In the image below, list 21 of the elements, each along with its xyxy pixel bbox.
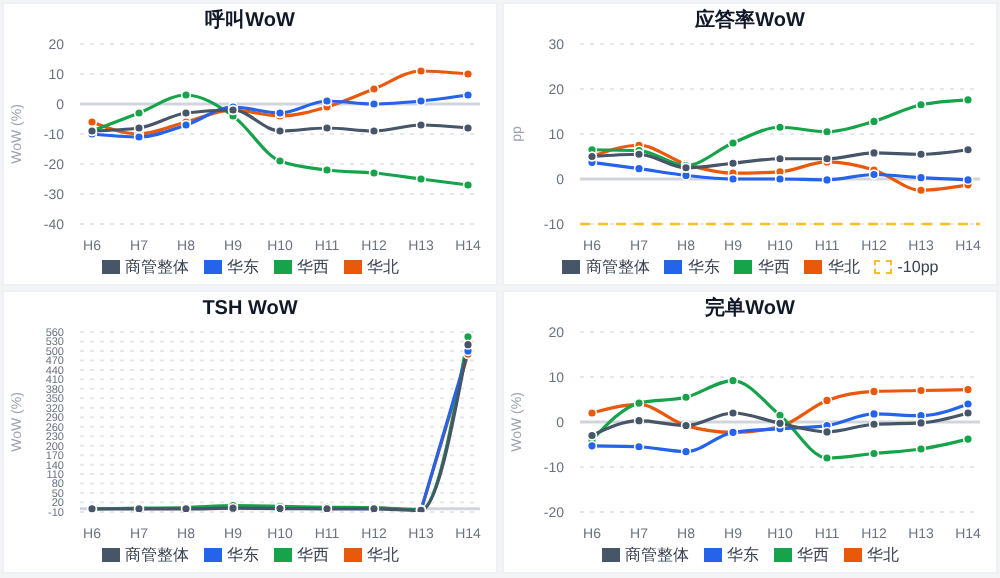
legend-label: 商管整体	[125, 255, 189, 277]
legend-label: 华北	[367, 543, 399, 565]
chart-title: TSH WoW	[200, 296, 300, 324]
legend-label: 商管整体	[625, 543, 689, 565]
legend-label: 华东	[727, 543, 759, 565]
legend-label: 华北	[867, 543, 899, 565]
legend-label: 华东	[227, 543, 259, 565]
chart-title: 应答率WoW	[693, 8, 807, 36]
legend-label: -10pp	[897, 257, 939, 275]
legend-label: 华西	[297, 255, 329, 277]
legend-label: 华东	[687, 255, 720, 277]
legend-label: 华西	[297, 543, 329, 565]
legend-label: 华北	[367, 255, 399, 277]
legend-label: 商管整体	[125, 543, 189, 565]
chart-title: 完单WoW	[703, 296, 797, 324]
legend-label: 华北	[827, 255, 860, 277]
legend-label: 华西	[757, 255, 790, 277]
legend-label: 商管整体	[585, 255, 650, 277]
legend-label: 华东	[227, 255, 259, 277]
chart-title: 呼叫WoW	[203, 8, 297, 36]
legend-label: 华西	[797, 543, 829, 565]
